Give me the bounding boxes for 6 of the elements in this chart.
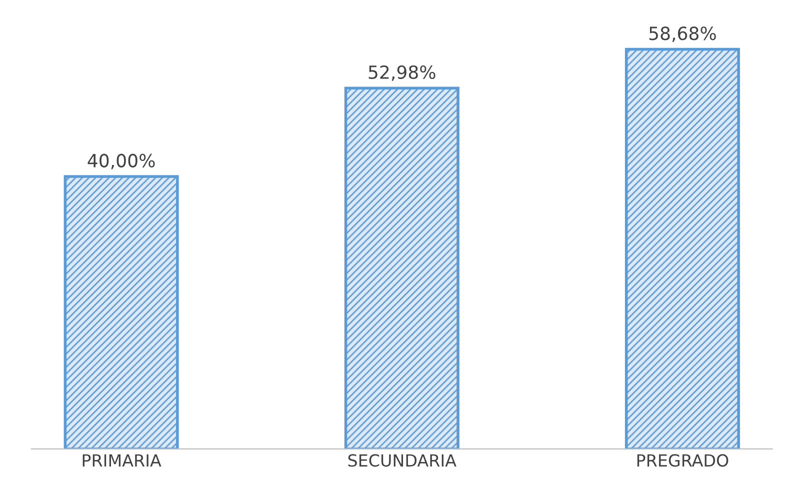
x-tick-label: PREGRADO xyxy=(637,454,728,467)
x-tick-label: SECUNDARIA xyxy=(348,454,456,467)
data-label: 40,00% xyxy=(88,154,155,170)
data-label: 52,98% xyxy=(368,65,436,81)
x-tick-label: PRIMARIA xyxy=(82,454,162,466)
data-label: 58,68% xyxy=(649,26,716,42)
